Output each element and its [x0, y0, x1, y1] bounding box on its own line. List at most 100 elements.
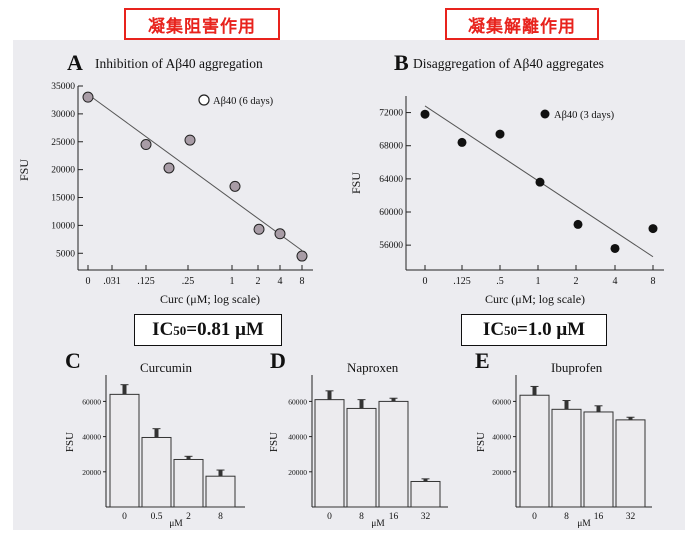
bar-d-0: [314, 399, 345, 508]
y-axis-label-a: FSU: [17, 159, 31, 181]
x-tick-label-c-1: 0.5: [151, 512, 163, 522]
y-tick-label-b-2: 64000: [379, 175, 403, 185]
disaggregation-heading-text: 凝集解離作用: [468, 16, 576, 37]
y-tick-label-b-3: 68000: [379, 142, 403, 152]
ic50-left-box: IC 50 =0.81 μM: [134, 314, 282, 346]
data-point-b-4: [573, 219, 583, 229]
panel-letter-a: A: [67, 50, 83, 75]
y-tick-label-a-6: 35000: [51, 82, 75, 92]
x-tick-label-d-1: 8: [359, 512, 364, 522]
ic50-right-value: =1.0 μM: [517, 319, 586, 340]
x-tick-label-a-3: .25: [182, 276, 195, 287]
y-tick-label-a-0: 5000: [56, 249, 75, 259]
x-axis-label-a: Curc (μM; log scale): [160, 292, 260, 306]
data-point-b-5: [610, 243, 620, 253]
x-tick-label-b-1: .125: [453, 276, 471, 287]
y-tick-label-a-5: 30000: [51, 110, 75, 120]
legend-label-b: Aβ40 (3 days): [554, 110, 615, 121]
chart-title-d: Naproxen: [347, 360, 399, 375]
chart-title-b: Disaggregation of Aβ40 aggregates: [413, 56, 604, 71]
ic50-right-sub: 50: [504, 323, 518, 338]
bar-d-1: [346, 407, 377, 508]
y-tick-label-d-2: 60000: [288, 397, 307, 406]
y-axis-label-c: FSU: [64, 432, 76, 452]
data-point-a-2: [163, 162, 175, 174]
bar-e-0: [519, 394, 550, 508]
y-tick-label-a-2: 15000: [51, 194, 75, 204]
ic50-left-value: =0.81 μM: [186, 319, 264, 340]
data-point-a-5: [253, 223, 265, 235]
legend-marker-b: [540, 109, 550, 119]
y-tick-label-e-2: 60000: [492, 397, 511, 406]
data-point-a-3: [184, 134, 196, 146]
data-point-a-4: [229, 180, 241, 192]
trend-line-a: [87, 93, 303, 251]
x-tick-label-b-2: .5: [496, 276, 504, 287]
x-axis-label-e: μM: [577, 519, 591, 529]
bar-e-3: [615, 419, 646, 508]
y-tick-label-c-1: 40000: [82, 433, 101, 442]
x-tick-label-a-2: .125: [137, 276, 155, 287]
x-tick-label-c-2: 2: [186, 512, 191, 522]
error-bar-d-2: [391, 398, 396, 402]
x-tick-label-e-2: 16: [594, 512, 604, 522]
panel-letter-e: E: [475, 348, 490, 373]
x-axis-label-c: μM: [169, 519, 183, 529]
x-tick-label-b-3: 1: [536, 276, 541, 287]
error-bar-c-3: [218, 470, 223, 477]
panel-letter-c: C: [65, 348, 81, 373]
panel-letter-b: B: [394, 50, 409, 75]
y-tick-label-e-0: 20000: [492, 468, 511, 477]
y-axis-label-d: FSU: [268, 432, 280, 452]
data-point-b-1: [457, 137, 467, 147]
x-tick-label-c-3: 8: [218, 512, 223, 522]
x-tick-label-d-2: 16: [389, 512, 399, 522]
data-point-b-2: [495, 129, 505, 139]
bar-c-2: [173, 458, 204, 508]
data-point-a-1: [140, 139, 152, 151]
data-point-a-7: [296, 250, 308, 262]
error-bar-d-1: [359, 399, 364, 409]
chart-title-e: Ibuprofen: [551, 360, 603, 375]
x-tick-label-a-4: 1: [230, 276, 235, 287]
chart-title-a: Inhibition of Aβ40 aggregation: [95, 56, 263, 71]
data-point-a-6: [274, 228, 286, 240]
data-point-b-3: [535, 177, 545, 187]
error-bar-e-3: [628, 417, 633, 420]
error-bar-e-1: [564, 400, 569, 410]
y-tick-label-e-1: 40000: [492, 433, 511, 442]
bar-d-3: [410, 480, 441, 508]
panel-letter-d: D: [270, 348, 286, 373]
x-tick-label-a-6: 4: [278, 276, 283, 287]
x-tick-label-e-0: 0: [532, 512, 537, 522]
ic50-right-prefix: IC: [482, 319, 505, 340]
bar-e-1: [551, 408, 582, 508]
bar-c-3: [205, 475, 236, 508]
x-tick-label-e-3: 32: [626, 512, 636, 522]
x-tick-label-d-3: 32: [421, 512, 431, 522]
x-tick-label-b-0: 0: [423, 276, 428, 287]
ic50-right-box: IC 50 =1.0 μM: [461, 314, 607, 346]
error-bar-d-0: [327, 390, 332, 400]
error-bar-c-1: [154, 428, 159, 438]
x-tick-label-a-1: .031: [103, 276, 121, 287]
bar-e-2: [583, 411, 614, 508]
y-tick-label-a-4: 25000: [51, 138, 75, 148]
error-bar-e-0: [532, 386, 537, 396]
y-tick-label-a-3: 20000: [51, 166, 75, 176]
y-axis-label-e: FSU: [475, 432, 487, 452]
data-point-b-6: [648, 224, 658, 234]
y-tick-label-d-1: 40000: [288, 433, 307, 442]
inhibition-heading-text: 凝集阻害作用: [148, 16, 256, 37]
y-tick-label-a-1: 10000: [51, 221, 75, 231]
x-tick-label-e-1: 8: [564, 512, 569, 522]
data-point-b-0: [420, 109, 430, 119]
x-axis-label-d: μM: [371, 519, 385, 529]
y-tick-label-c-2: 60000: [82, 397, 101, 406]
y-tick-label-b-0: 56000: [379, 241, 403, 251]
x-tick-label-b-6: 8: [651, 276, 656, 287]
x-tick-label-a-0: 0: [86, 276, 91, 287]
y-tick-label-d-0: 20000: [288, 468, 307, 477]
ic50-left-sub: 50: [173, 323, 187, 338]
